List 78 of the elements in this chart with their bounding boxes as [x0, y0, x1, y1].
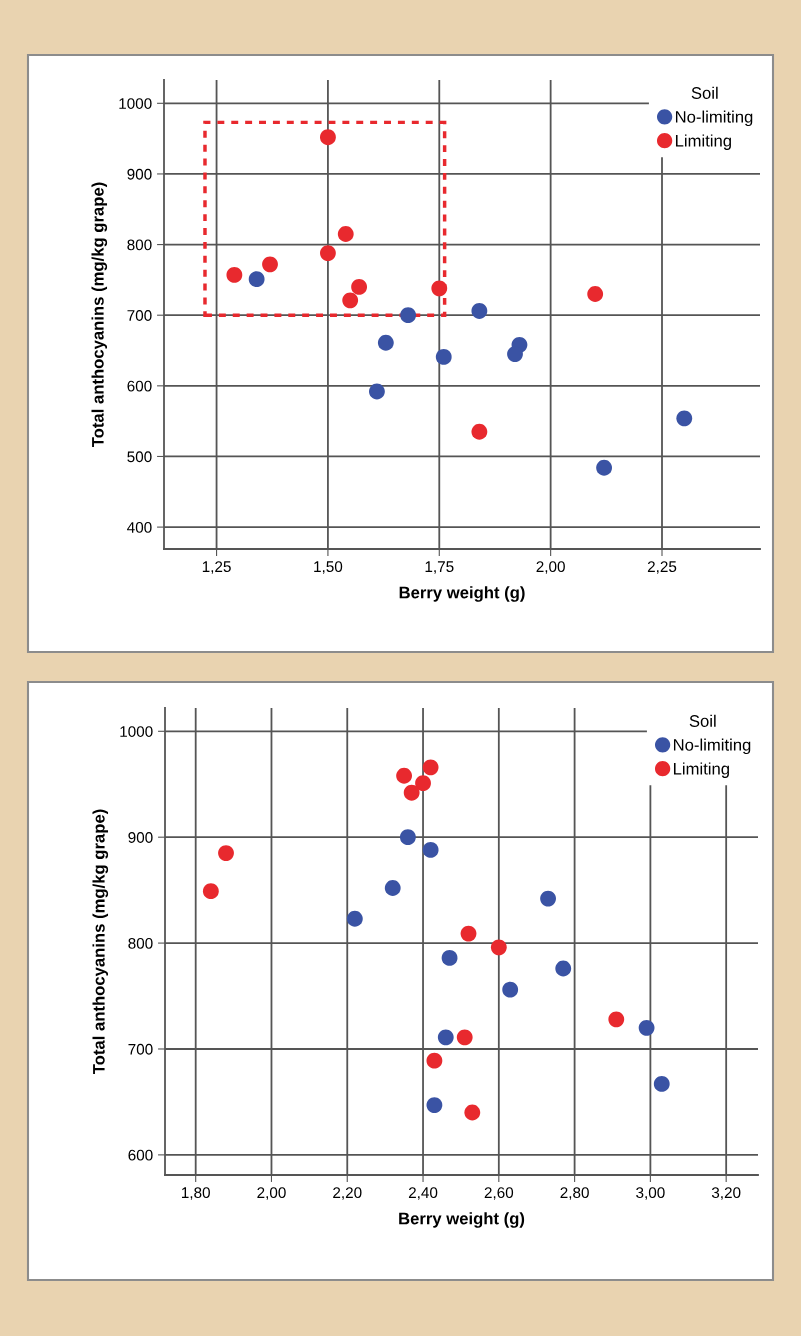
y-tick-label: 1000 [119, 98, 152, 109]
point [426, 1052, 443, 1069]
point [596, 459, 613, 476]
x-tick-label: 1,50 [314, 561, 343, 574]
legend-title: Soil [691, 86, 718, 99]
point [490, 939, 507, 956]
point [218, 845, 234, 861]
point [396, 767, 413, 784]
y-axis-title: Total anthocyanins (mg/kg grape) [92, 809, 109, 1075]
point [342, 292, 359, 309]
point [437, 1029, 454, 1046]
x-tick-label: 1,25 [202, 561, 231, 574]
legend-label: No-limiting [675, 110, 753, 127]
point [471, 303, 488, 319]
y-tick-label: 700 [127, 310, 152, 321]
point [351, 279, 368, 295]
point [415, 775, 431, 792]
point [202, 883, 219, 900]
point [320, 129, 336, 146]
y-tick-label: 900 [127, 168, 152, 180]
point [226, 267, 243, 283]
legend-label: Limiting [673, 762, 729, 778]
point [441, 950, 458, 966]
point [456, 1029, 473, 1046]
x-axis-title: Berry weight (g) [399, 586, 525, 602]
x-tick-label: 1,75 [425, 561, 454, 574]
y-tick-label: 1000 [120, 726, 153, 737]
point [384, 880, 401, 896]
x-tick-label: 2,00 [257, 1187, 286, 1200]
point [320, 245, 336, 261]
point [460, 925, 477, 942]
point [422, 759, 439, 776]
y-tick-label: 600 [128, 1149, 153, 1161]
x-tick-label: 2,00 [536, 561, 565, 574]
point [262, 256, 278, 273]
x-axis-title: Berry weight (g) [399, 1212, 525, 1228]
point [377, 334, 394, 351]
point [422, 841, 439, 858]
y-tick-label: 900 [128, 832, 153, 843]
point [248, 271, 265, 288]
x-tick-label: 2,80 [560, 1187, 589, 1200]
point [399, 829, 416, 846]
x-tick-label: 2,40 [408, 1187, 438, 1200]
y-axis-title: Total anthocyanins (mg/kg grape) [91, 182, 108, 448]
x-tick-label: 3,00 [636, 1187, 665, 1200]
point [676, 410, 693, 427]
x-tick-label: 2,25 [647, 561, 677, 574]
point [507, 346, 523, 362]
point [464, 1104, 481, 1121]
point [502, 981, 519, 998]
point [426, 1097, 443, 1114]
legend-label: Limiting [675, 134, 731, 150]
y-tick-label: 400 [127, 521, 152, 533]
legend-title: Soil [689, 714, 716, 727]
legend-label: No-limiting [673, 738, 751, 755]
point [555, 960, 572, 977]
point [540, 890, 556, 907]
point [608, 1011, 625, 1028]
point [638, 1019, 655, 1036]
y-tick-label: 800 [128, 937, 153, 949]
point [346, 910, 363, 927]
point [403, 784, 420, 801]
x-tick-label: 2,20 [333, 1187, 362, 1200]
point [471, 423, 488, 440]
point [431, 280, 448, 297]
x-tick-label: 2,60 [484, 1187, 514, 1200]
x-tick-label: 3,20 [711, 1187, 741, 1200]
y-tick-label: 600 [127, 380, 152, 392]
point [369, 383, 385, 400]
point [337, 226, 354, 242]
point [435, 348, 452, 365]
x-tick-label: 1,80 [181, 1187, 210, 1200]
y-tick-label: 700 [128, 1043, 153, 1055]
point [400, 307, 417, 324]
y-tick-label: 500 [127, 451, 152, 463]
point [587, 286, 604, 302]
point [653, 1076, 670, 1092]
y-tick-label: 800 [127, 239, 152, 251]
